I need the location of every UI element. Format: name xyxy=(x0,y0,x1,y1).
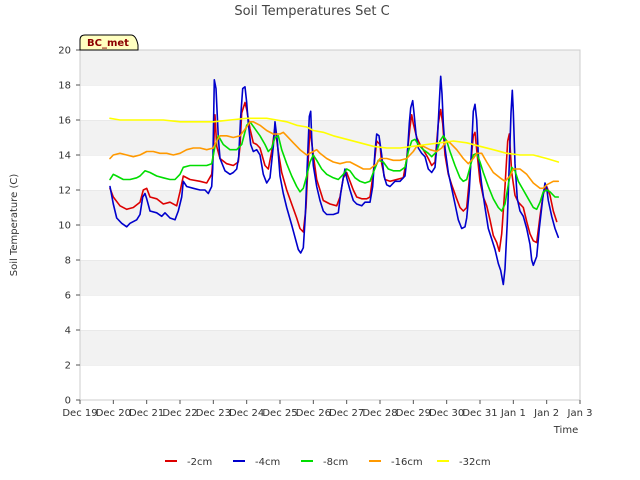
chart-title: Soil Temperatures Set C xyxy=(234,4,389,19)
y-tick-label: 12 xyxy=(58,186,71,197)
x-tick-label: Dec 30 xyxy=(429,408,464,419)
grid-band xyxy=(80,50,580,85)
y-tick-label: 8 xyxy=(65,256,71,267)
x-tick-label: Dec 25 xyxy=(262,408,297,419)
grid-band xyxy=(80,295,580,330)
x-tick-label: Dec 23 xyxy=(196,408,231,419)
x-tick-label: Dec 26 xyxy=(296,408,331,419)
y-tick-label: 6 xyxy=(65,291,71,302)
x-tick-label: Dec 24 xyxy=(229,408,264,419)
x-tick-label: Dec 31 xyxy=(462,408,497,419)
y-tick-label: 4 xyxy=(65,326,71,337)
legend-label: -16cm xyxy=(391,457,423,468)
y-axis-ticks: 0 2 4 6 8 10 12 14 16 18 20 xyxy=(58,46,80,407)
y-axis-label: Soil Temperature (C) xyxy=(9,174,20,277)
y-tick-label: 18 xyxy=(58,81,71,92)
x-tick-label: Dec 20 xyxy=(96,408,131,419)
series-line-minus-16cm xyxy=(109,121,560,190)
x-tick-label: Dec 19 xyxy=(62,408,97,419)
series-lines xyxy=(109,75,560,286)
grid-band xyxy=(80,260,580,295)
site-badge-label: BC_met xyxy=(87,38,129,49)
y-tick-label: 20 xyxy=(58,46,71,57)
legend-label: -4cm xyxy=(255,457,280,468)
y-tick-label: 2 xyxy=(65,361,71,372)
y-tick-label: 0 xyxy=(65,396,71,407)
x-axis-label: Time xyxy=(553,425,578,436)
series-line-minus-32cm xyxy=(109,117,560,163)
series-line-minus-4cm xyxy=(109,75,560,286)
x-tick-label: Jan 3 xyxy=(567,408,593,419)
y-tick-label: 10 xyxy=(58,221,71,232)
x-tick-label: Dec 28 xyxy=(362,408,397,419)
legend: -2cm -4cm -8cm -16cm -32cm xyxy=(165,457,491,468)
x-tick-label: Dec 27 xyxy=(329,408,364,419)
x-tick-label: Jan 2 xyxy=(533,408,559,419)
grid-band xyxy=(80,190,580,225)
x-tick-label: Jan 1 xyxy=(500,408,526,419)
grid-band xyxy=(80,85,580,120)
legend-label: -32cm xyxy=(459,457,491,468)
series-line-minus-8cm xyxy=(109,121,560,212)
grid-band xyxy=(80,330,580,365)
legend-label: -8cm xyxy=(323,457,348,468)
y-tick-label: 16 xyxy=(58,116,71,127)
legend-label: -2cm xyxy=(187,457,212,468)
x-tick-label: Dec 22 xyxy=(162,408,197,419)
grid-band xyxy=(80,365,580,400)
x-tick-label: Dec 29 xyxy=(396,408,431,419)
plot-background xyxy=(80,49,580,400)
x-tick-label: Dec 21 xyxy=(129,408,164,419)
site-badge-shape xyxy=(79,34,139,51)
site-badge: BC_met xyxy=(79,34,139,51)
y-tick-label: 14 xyxy=(58,151,71,162)
grid-band xyxy=(80,120,580,155)
